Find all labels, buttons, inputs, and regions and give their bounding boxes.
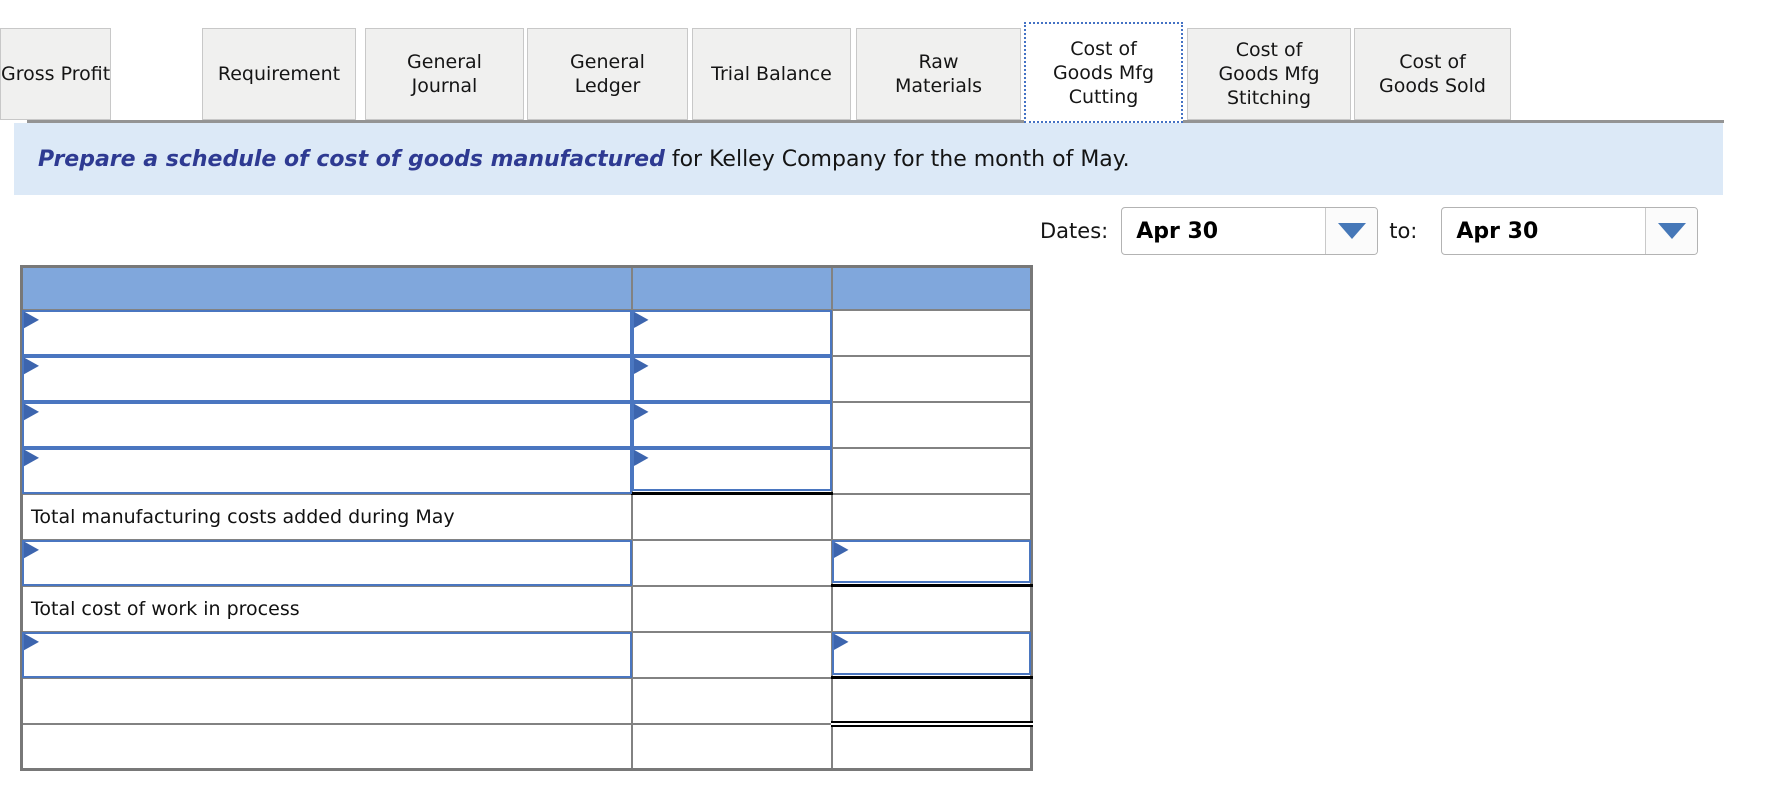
account-cell xyxy=(20,630,633,679)
amount-cell xyxy=(630,354,833,403)
account-cell xyxy=(20,538,633,587)
date-from-arrow-button[interactable] xyxy=(1325,208,1378,254)
account-cell xyxy=(20,308,633,357)
amount-cell xyxy=(830,584,1033,633)
tab-trial-balance[interactable]: Trial Balance xyxy=(692,28,851,120)
amount-cell xyxy=(630,630,833,679)
account-input[interactable] xyxy=(22,401,632,448)
account-cell xyxy=(20,446,633,495)
date-from-select[interactable]: Apr 30 xyxy=(1121,207,1379,255)
amount-input[interactable] xyxy=(831,539,1031,583)
amount-cell xyxy=(830,308,1033,357)
tab-general-ledger[interactable]: General Ledger xyxy=(527,28,688,120)
amount-cell xyxy=(830,354,1033,403)
account-cell xyxy=(20,354,633,403)
account-cell: Total cost of work in process xyxy=(20,584,633,633)
date-to-select[interactable]: Apr 30 xyxy=(1441,207,1699,255)
amount-cell xyxy=(830,446,1033,495)
amount-cell xyxy=(630,492,833,541)
account-cell: Total manufacturing costs added during M… xyxy=(20,492,633,541)
input-flag-icon xyxy=(833,633,849,651)
amount-cell xyxy=(830,676,1033,727)
tab-raw-materials[interactable]: Raw Materials xyxy=(856,28,1021,120)
table-row: Total manufacturing costs added during M… xyxy=(20,492,1033,541)
dates-bar: Dates: Apr 30 to: Apr 30 xyxy=(1040,207,1699,255)
table-row xyxy=(20,630,1033,679)
amount-input[interactable] xyxy=(631,401,832,448)
amount-input[interactable] xyxy=(631,447,832,491)
table-row xyxy=(20,354,1033,403)
tab-cost-of-goods-sold[interactable]: Cost of Goods Sold xyxy=(1354,28,1511,120)
input-flag-icon xyxy=(24,403,39,421)
input-flag-icon xyxy=(24,633,39,651)
row-label: Total cost of work in process xyxy=(31,597,300,620)
input-flag-icon xyxy=(633,311,649,329)
worksheet-header-cell-1 xyxy=(20,265,633,311)
amount-input[interactable] xyxy=(631,355,832,402)
amount-cell xyxy=(630,446,833,495)
amount-cell xyxy=(830,400,1033,449)
amount-cell xyxy=(830,538,1033,587)
amount-input[interactable] xyxy=(631,309,832,356)
date-to-arrow-button[interactable] xyxy=(1645,208,1698,254)
amount-cell xyxy=(630,308,833,357)
account-input[interactable] xyxy=(22,631,632,678)
cogm-worksheet-table: Total manufacturing costs added during M… xyxy=(20,265,1033,771)
instruction-emphasis: Prepare a schedule of cost of goods manu… xyxy=(38,146,665,172)
row-label: Total manufacturing costs added during M… xyxy=(31,505,455,528)
chevron-down-icon xyxy=(1337,223,1366,239)
worksheet-header-row xyxy=(20,265,1033,311)
account-input[interactable] xyxy=(22,309,632,356)
table-row xyxy=(20,308,1033,357)
tab-cost-of-goods-mfg-stitching[interactable]: Cost of Goods Mfg Stitching xyxy=(1187,28,1351,120)
input-flag-icon xyxy=(833,541,849,559)
amount-cell xyxy=(830,630,1033,679)
tab-cost-of-goods-mfg-cutting[interactable]: Cost of Goods Mfg Cutting xyxy=(1024,22,1183,123)
input-flag-icon xyxy=(633,403,649,421)
worksheet-header-cell-3 xyxy=(830,265,1033,311)
tab-gross-profit[interactable]: Gross Profit xyxy=(0,28,112,120)
dates-to-label: to: xyxy=(1389,219,1418,243)
tab-strip-underline xyxy=(27,120,1724,123)
amount-cell xyxy=(630,538,833,587)
amount-cell xyxy=(830,722,1033,771)
amount-input[interactable] xyxy=(831,631,1031,675)
amount-cell xyxy=(630,584,833,633)
instruction-banner: Prepare a schedule of cost of goods manu… xyxy=(14,123,1723,195)
dates-label: Dates: xyxy=(1040,219,1109,243)
table-row xyxy=(20,676,1033,727)
tab-strip: Requirement General Journal General Ledger… xyxy=(0,0,1780,123)
table-row xyxy=(20,446,1033,495)
table-row: Total cost of work in process xyxy=(20,584,1033,633)
worksheet-body: Total manufacturing costs added during M… xyxy=(20,308,1033,771)
input-flag-icon xyxy=(24,449,39,467)
amount-cell xyxy=(630,676,833,725)
amount-cell xyxy=(830,492,1033,541)
tab-general-journal[interactable]: General Journal xyxy=(365,28,524,120)
input-flag-icon xyxy=(24,311,39,329)
instruction-text: for Kelley Company for the month of May. xyxy=(664,146,1130,172)
account-cell xyxy=(20,400,633,449)
amount-cell xyxy=(630,400,833,449)
date-to-value: Apr 30 xyxy=(1456,218,1539,244)
table-row xyxy=(20,400,1033,449)
account-input[interactable] xyxy=(22,447,632,494)
input-flag-icon xyxy=(24,357,39,375)
input-flag-icon xyxy=(24,541,39,559)
account-input[interactable] xyxy=(22,355,632,402)
table-row xyxy=(20,538,1033,587)
input-flag-icon xyxy=(633,449,649,467)
worksheet-header-cell-2 xyxy=(630,265,833,311)
input-flag-icon xyxy=(633,357,649,375)
tab-requirement[interactable]: Requirement xyxy=(202,28,356,120)
account-cell xyxy=(20,676,633,725)
account-cell xyxy=(20,722,633,771)
chevron-down-icon xyxy=(1657,223,1686,239)
table-row xyxy=(20,722,1033,771)
date-from-value: Apr 30 xyxy=(1136,218,1219,244)
account-input[interactable] xyxy=(22,539,632,586)
amount-cell xyxy=(630,722,833,771)
